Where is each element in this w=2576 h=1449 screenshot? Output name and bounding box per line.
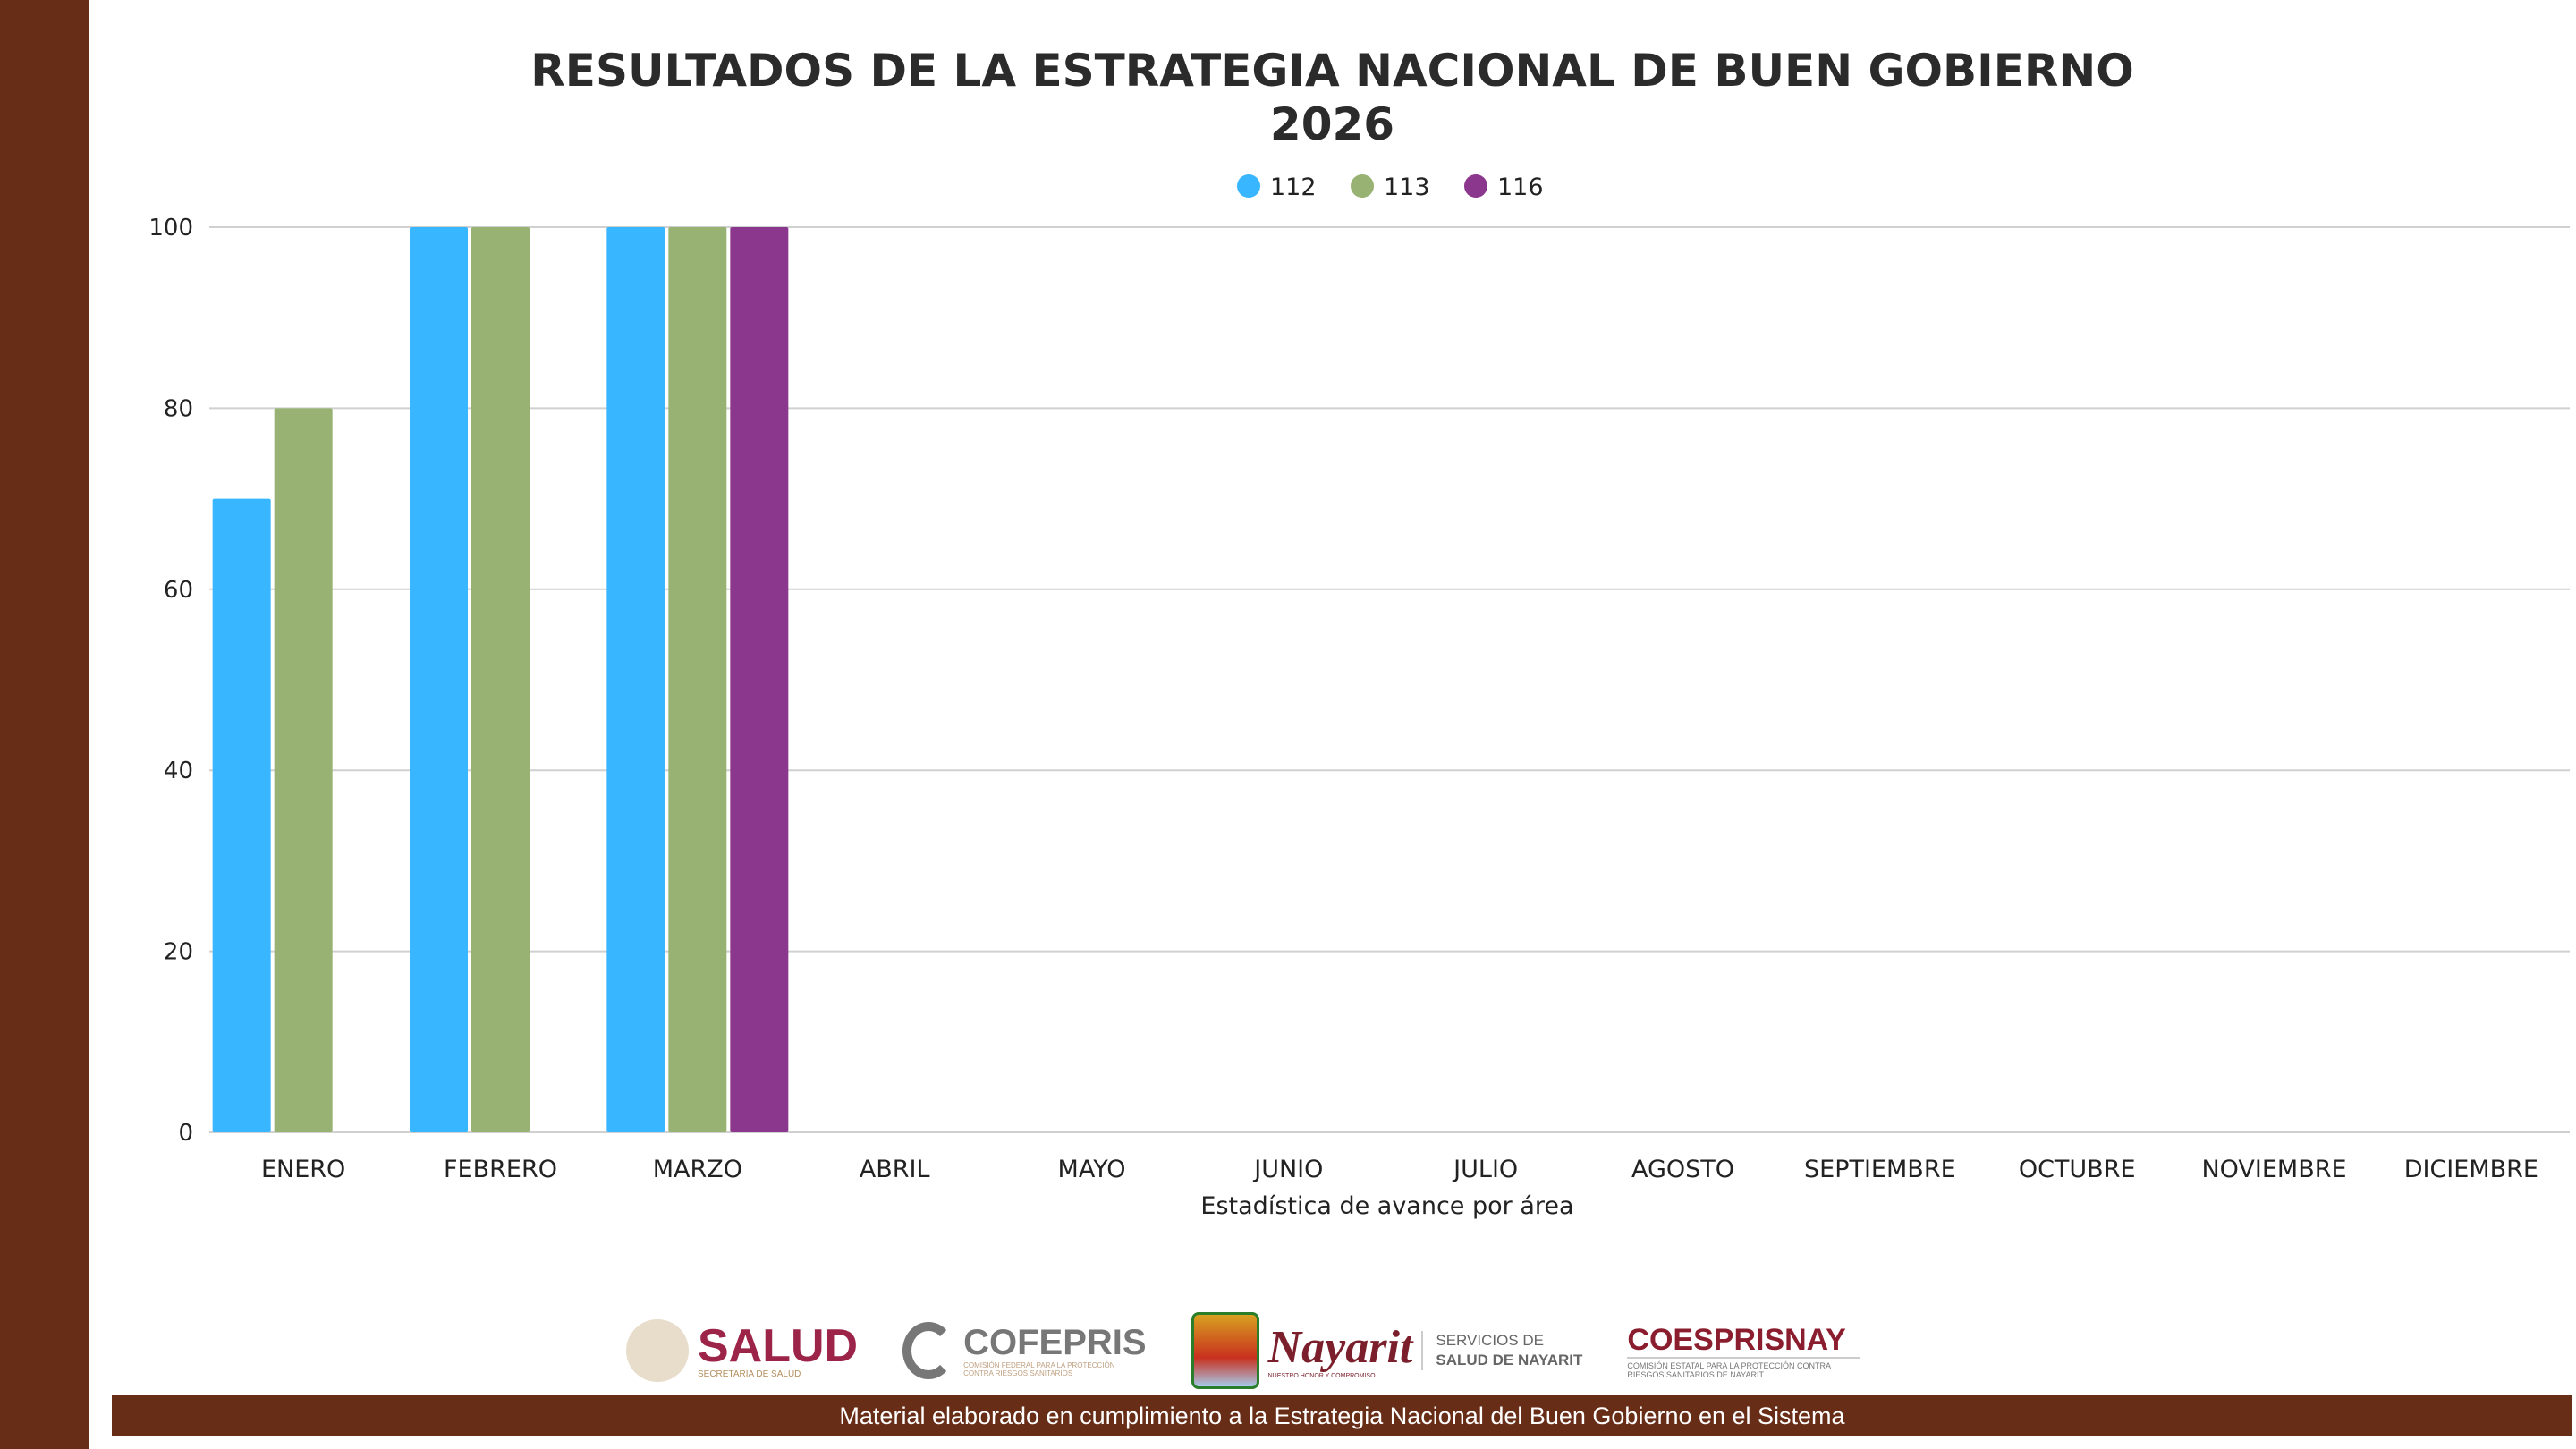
legend-marker-112: [1237, 174, 1260, 198]
y-tick-label: 40: [164, 758, 193, 784]
bar-113-enero: [274, 408, 333, 1132]
x-tick-label: OCTUBRE: [2019, 1156, 2136, 1183]
servicios-text-2: SALUD DE NAYARIT: [1436, 1352, 1583, 1368]
x-tick-label: ABRIL: [860, 1156, 930, 1183]
cofepris-logo: COFEPRIS COMISIÓN FEDERAL PARA LA PROTEC…: [902, 1322, 1147, 1379]
salud-logo-text: SALUD: [698, 1319, 859, 1372]
bar-112-febrero: [410, 227, 468, 1132]
x-tick-label: JUNIO: [1252, 1156, 1323, 1183]
salud-logo: SALUD SECRETARÍA DE SALUD: [626, 1319, 858, 1382]
nayarit-logo-text: Nayarit: [1267, 1321, 1413, 1373]
x-axis-label: Estadística de avance por área: [1200, 1192, 1573, 1220]
left-brand-bar: [0, 0, 89, 1449]
legend-label-116: 116: [1497, 174, 1544, 201]
coesprisnay-logo: COESPRISNAY COMISIÓN ESTATAL PARA LA PRO…: [1627, 1323, 1860, 1379]
x-tick-label: NOVIEMBRE: [2201, 1156, 2346, 1183]
y-tick-label: 80: [164, 395, 193, 422]
legend-marker-113: [1351, 174, 1374, 198]
legend-label-112: 112: [1270, 174, 1317, 201]
coesprisnay-logo-sub: COMISIÓN ESTATAL PARA LA PROTECCIÓN CONT…: [1627, 1356, 1860, 1379]
x-tick-label: JULIO: [1452, 1156, 1518, 1183]
x-tick-label: MAYO: [1058, 1156, 1126, 1183]
y-tick-label: 60: [164, 577, 193, 604]
nayarit-logo-sub: NUESTRO HONOR Y COMPROMISO: [1267, 1372, 1376, 1379]
legend-marker-116: [1464, 174, 1487, 198]
x-tick-label: MARZO: [653, 1156, 742, 1183]
x-tick-label: ENERO: [261, 1156, 345, 1183]
x-tick-label: SEPTIEMBRE: [1804, 1156, 1956, 1183]
bar-113-febrero: [471, 227, 530, 1132]
y-tick-label: 0: [178, 1120, 193, 1147]
nayarit-logo: Nayarit NUESTRO HONOR Y COMPROMISO SERVI…: [1191, 1312, 1583, 1389]
y-tick-label: 100: [148, 215, 193, 242]
cofepris-logo-text: COFEPRIS: [963, 1323, 1147, 1362]
chart-title: RESULTADOS DE LA ESTRATEGIA NACIONAL DE …: [530, 45, 2134, 97]
bar-116-marzo: [730, 227, 789, 1132]
x-tick-label: DICIEMBRE: [2404, 1156, 2538, 1183]
y-tick-label: 20: [164, 939, 193, 966]
nayarit-shield-icon: [1191, 1312, 1259, 1389]
bar-112-enero: [212, 498, 271, 1132]
bar-113-marzo: [668, 227, 727, 1132]
logo-strip: SALUD SECRETARÍA DE SALUD COFEPRIS COMIS…: [626, 1312, 1932, 1389]
footer-banner: Material elaborado en cumplimiento a la …: [112, 1395, 2572, 1436]
bar-chart: 0 20 40 60 80 100 ENERO FEBRERO MARZO ABRIL MAYO JU…: [148, 174, 2570, 1220]
bar-112-marzo: [606, 227, 665, 1132]
legend-label-113: 113: [1384, 174, 1430, 201]
cofepris-logo-sub: COMISIÓN FEDERAL PARA LA PROTECCIÓN CONT…: [963, 1361, 1115, 1377]
chart-subtitle: 2026: [1269, 98, 1395, 150]
cofepris-c-icon: [902, 1322, 955, 1379]
mexico-seal-icon: [626, 1319, 689, 1382]
servicios-text: SERVICIOS DE: [1436, 1332, 1544, 1349]
salud-logo-sub: SECRETARÍA DE SALUD: [698, 1368, 801, 1379]
x-tick-label: AGOSTO: [1631, 1156, 1734, 1183]
x-tick-label: FEBRERO: [444, 1156, 557, 1183]
coesprisnay-logo-text: COESPRISNAY: [1627, 1322, 1846, 1357]
